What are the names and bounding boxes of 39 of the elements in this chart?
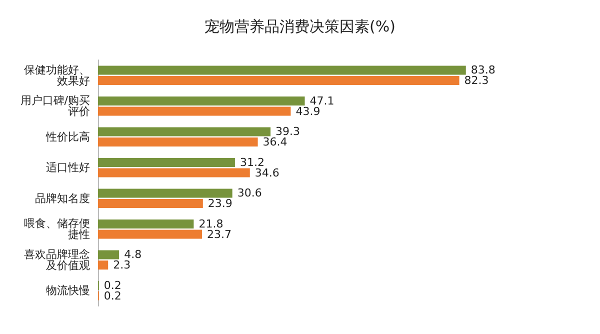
bar [98,96,305,106]
bar [98,127,271,136]
y-tick-label: 适口性好 [46,161,90,174]
data-label: 31.2 [240,156,264,169]
bar [98,219,194,228]
data-label: 39.3 [276,125,300,138]
data-label: 2.3 [113,258,131,272]
data-label: 43.9 [296,104,320,118]
bar [98,66,466,75]
data-label: 34.6 [254,166,280,180]
bar [98,76,460,86]
data-label: 36.4 [262,136,288,149]
data-label: 0.2 [104,278,122,292]
bar [98,106,291,116]
data-label: 4.8 [124,248,142,262]
y-tick-label: 保健功能好、效果好 [24,63,90,88]
data-label: 23.9 [208,197,232,210]
data-label: 82.3 [464,74,489,88]
y-tick-label: 品牌知名度 [35,192,90,205]
bar [98,138,258,147]
bar [98,199,203,208]
y-tick-label: 喂食、储存便捷性 [24,217,90,242]
bar [98,230,202,239]
data-label: 0.2 [104,289,122,302]
bar [98,168,250,178]
data-label: 83.8 [470,64,496,77]
chart-title: 宠物营养品消费决策因素(%) [204,18,396,36]
bar [98,250,120,260]
y-tick-label: 用户口碑/购买评价 [20,94,90,118]
y-tick-label: 性价比高 [45,130,90,144]
y-tick-label: 物流快慢 [46,284,90,298]
data-label: 23.7 [207,228,232,241]
data-label: 21.8 [198,217,224,230]
data-label: 30.6 [237,186,262,200]
bar [98,158,235,167]
y-tick-label: 喜欢品牌理念及价值观 [24,248,90,272]
bar [98,260,108,270]
bar [98,188,232,198]
data-label: 47.1 [310,94,334,108]
